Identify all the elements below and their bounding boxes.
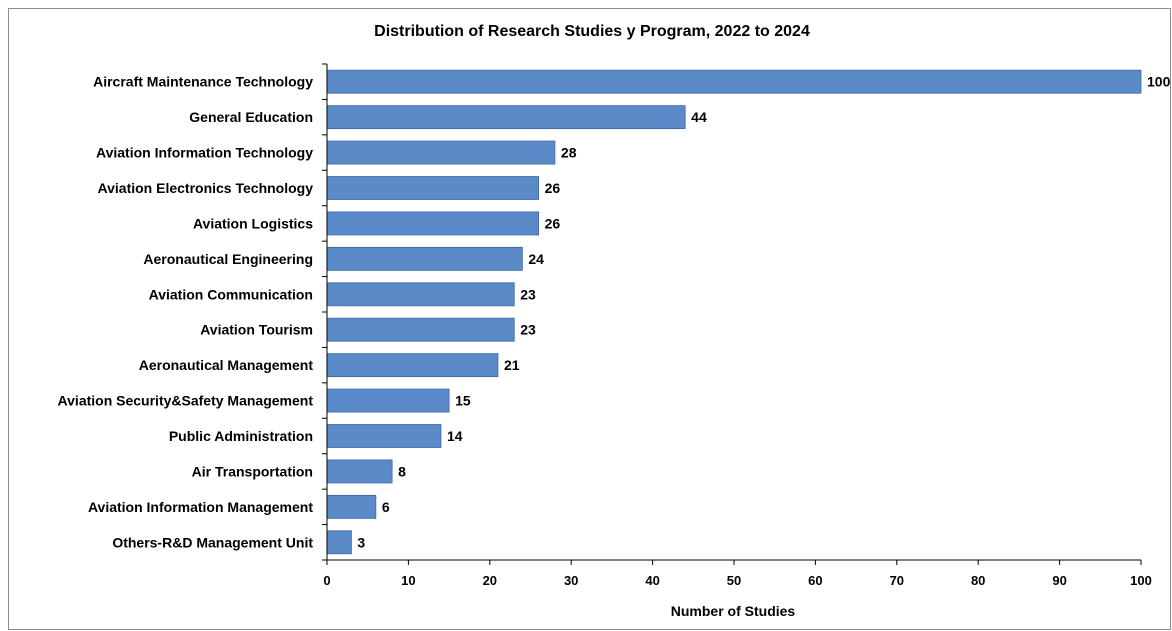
x-tick-label: 80 xyxy=(971,573,985,588)
category-label: Others-R&D Management Unit xyxy=(112,534,313,550)
bar xyxy=(326,140,556,165)
data-label: 44 xyxy=(691,109,707,125)
category-label: Aviation Tourism xyxy=(200,322,313,338)
x-tick-label: 10 xyxy=(401,573,415,588)
x-axis-title: Number of Studies xyxy=(671,603,796,619)
data-label: 28 xyxy=(561,145,577,161)
x-tick-label: 20 xyxy=(483,573,497,588)
category-label: Aviation Electronics Technology xyxy=(98,180,314,196)
data-label: 23 xyxy=(520,286,536,302)
x-tick-label: 100 xyxy=(1130,573,1152,588)
bar xyxy=(326,494,377,519)
category-label: Aeronautical Management xyxy=(139,357,314,373)
bar xyxy=(326,176,540,200)
data-label: 21 xyxy=(504,357,520,373)
axes-layer: Aircraft Maintenance Technology 100Genera… xyxy=(58,63,1171,588)
bar xyxy=(326,459,393,484)
data-label: 26 xyxy=(545,215,561,231)
data-label: 26 xyxy=(545,180,561,196)
bar xyxy=(326,424,442,448)
bar xyxy=(326,246,523,271)
x-tick-label: 0 xyxy=(323,573,330,588)
data-label: 6 xyxy=(382,499,390,515)
x-tick-label: 60 xyxy=(808,573,822,588)
category-label: Aviation Logistics xyxy=(193,215,313,231)
bar xyxy=(326,317,515,342)
bar xyxy=(326,282,515,307)
x-tick-label: 50 xyxy=(727,573,741,588)
data-label: 8 xyxy=(398,463,406,479)
chart-title: Distribution of Research Studies y Progr… xyxy=(374,23,810,40)
bar xyxy=(326,69,1142,94)
category-label: Public Administration xyxy=(169,428,313,444)
category-label: Aviation Information Technology xyxy=(96,145,313,161)
x-tick-label: 90 xyxy=(1052,573,1066,588)
x-tick-label: 40 xyxy=(645,573,659,588)
category-label: General Education xyxy=(189,109,313,125)
bar xyxy=(326,105,686,130)
bar xyxy=(326,211,540,236)
x-tick-label: 30 xyxy=(564,573,578,588)
category-label: Air Transportation xyxy=(192,463,313,479)
data-label: 14 xyxy=(447,428,463,444)
data-label: 23 xyxy=(520,322,536,338)
bar xyxy=(326,388,450,413)
category-label: Aviation Communication xyxy=(149,286,313,302)
category-label: Aviation Security&Safety Management xyxy=(58,393,314,409)
data-label: 100 xyxy=(1147,74,1171,90)
category-label: Aeronautical Engineering xyxy=(143,251,313,267)
bars-layer xyxy=(326,69,1142,555)
bar xyxy=(326,353,499,378)
data-label: 24 xyxy=(528,251,544,267)
x-tick-label: 70 xyxy=(890,573,904,588)
data-label: 15 xyxy=(455,393,471,409)
data-label: 3 xyxy=(357,534,365,550)
category-label: Aviation Information Management xyxy=(88,499,313,515)
category-label: Aircraft Maintenance Technology xyxy=(93,74,313,90)
bar xyxy=(326,530,352,555)
